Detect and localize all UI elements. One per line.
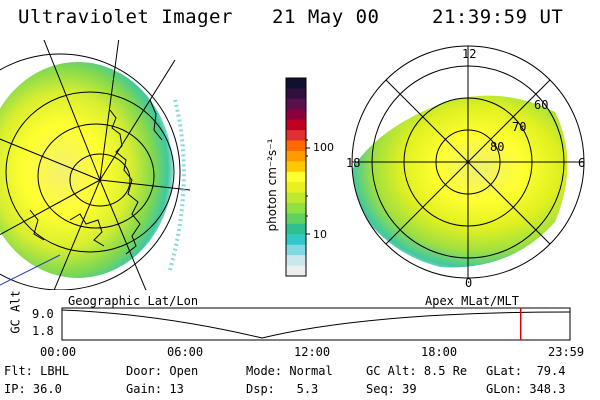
magnetic-polar-map (351, 45, 585, 279)
colorbar-stripe (286, 182, 306, 194)
colorbar-stripe (286, 98, 306, 110)
colorbar-stripe (286, 265, 306, 277)
mlt-label-12: 12 (462, 47, 477, 61)
colorbar-stripe (286, 78, 306, 89)
status-filter: Flt: LBHL (4, 364, 70, 378)
colorbar-stripe (286, 255, 306, 267)
status-ip: IP: 36.0 (4, 382, 62, 396)
colorbar (285, 77, 310, 277)
status-door: Door: Open (126, 364, 199, 378)
alt-ytick-top: 9.0 (32, 307, 54, 321)
status-glat: GLat: 79.4 (486, 364, 566, 378)
status-gain: Gain: 13 (126, 382, 184, 396)
colorbar-stripe (286, 223, 306, 235)
colorbar-stripe (286, 161, 306, 173)
auroral-emission-right (352, 95, 568, 268)
colorbar-stripe (286, 119, 306, 131)
alt-xtick-1200: 12:00 (294, 345, 331, 359)
colorbar-stripe (286, 171, 306, 183)
status-mode: Mode: Normal (246, 364, 333, 378)
time-label: 21:39:59 UT (432, 6, 564, 28)
alt-plot-ylabel: GC Alt (8, 290, 23, 334)
mlat-label-70: 70 (512, 120, 527, 134)
colorbar-stripe (286, 150, 306, 162)
alt-xtick-1800: 18:00 (421, 345, 458, 359)
mlat-label-80: 80 (490, 140, 505, 154)
auroral-emission-left (0, 62, 173, 278)
mlt-label-6: 6 (578, 156, 586, 170)
colorbar-tick-10: 10 (313, 228, 327, 241)
mlat-label-60: 60 (534, 98, 549, 112)
alt-xtick-0600: 06:00 (167, 345, 204, 359)
colorbar-stripe (286, 213, 306, 225)
colorbar-stripe (286, 88, 306, 100)
colorbar-stripe (286, 130, 306, 142)
alt-xtick-0000: 00:00 (40, 345, 77, 359)
status-dsp: Dsp: 5.3 (246, 382, 319, 396)
altitude-plot (61, 307, 571, 341)
date-label: 21 May 00 (272, 6, 380, 28)
alt-ytick-bottom: 1.8 (32, 324, 54, 338)
instrument-title: Ultraviolet Imager (18, 6, 233, 28)
colorbar-tick-100: 100 (313, 141, 334, 154)
status-glon: GLon: 348.3 (486, 382, 566, 396)
colorbar-unit-label: photon cm⁻²s⁻¹ (265, 138, 279, 232)
colorbar-stripe (286, 140, 306, 152)
alt-xtick-2359: 23:59 (548, 345, 585, 359)
mlt-label-18: 18 (346, 156, 361, 170)
status-gcalt: GC Alt: 8.5 Re (366, 364, 468, 378)
colorbar-stripe (286, 192, 306, 204)
colorbar-stripe (286, 109, 306, 121)
colorbar-stripe (286, 244, 306, 256)
geographic-map-label: Geographic Lat/Lon (68, 294, 199, 308)
colorbar-stripe (286, 203, 306, 214)
status-seq: Seq: 39 (366, 382, 417, 396)
colorbar-stripe (286, 234, 306, 246)
mlt-label-0: 0 (465, 276, 473, 290)
geographic-map (0, 40, 191, 290)
magnetic-map-label: Apex MLat/MLT (425, 294, 519, 308)
